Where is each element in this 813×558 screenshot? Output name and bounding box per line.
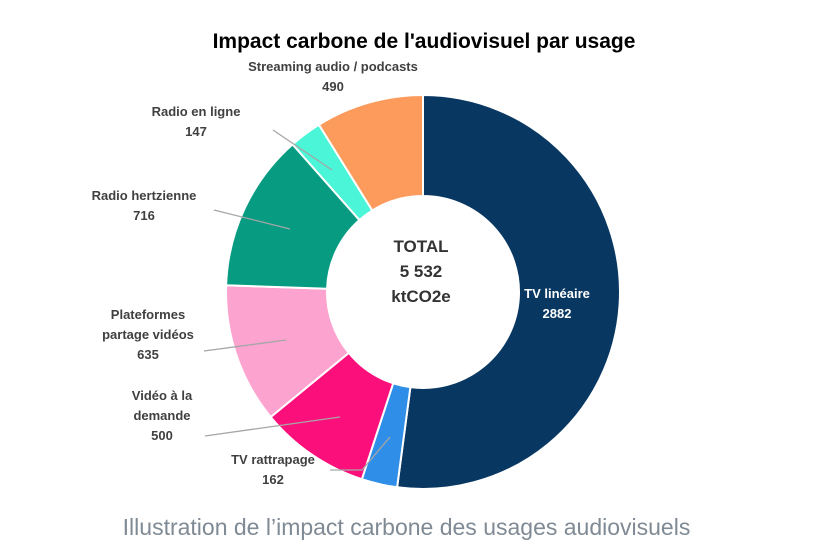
chart-title: Impact carbone de l'audiovisuel par usag… [213,30,636,53]
center-label-unit: ktCO2e [391,287,451,306]
leader-lines-group [203,129,391,471]
data-label-value-radio-en-ligne: 147 [185,124,207,139]
data-label-name-video-a-la-demande: Vidéo à la [132,388,193,403]
slices-group [225,93,621,490]
donut-chart: Impact carbone de l'audiovisuel par usag… [92,30,636,490]
data-label-name-streaming-audio-podcasts: Streaming audio / podcasts [248,59,418,74]
data-label-name-plateformes-partage-videos: Plateformes [111,307,185,322]
data-label-name-tv-rattrapage: TV rattrapage [231,452,315,467]
center-label-value: 5 532 [400,262,443,281]
data-label-name-tv-lineaire: TV linéaire [524,286,590,301]
data-label-name-video-a-la-demande: demande [133,408,190,423]
slice-labels-group: TV linéaire 2882 TV rattrapage 162 Vidéo à l… [92,59,590,487]
data-label-value-streaming-audio-podcasts: 490 [322,79,344,94]
leader-line-plateformes-partage-videos [203,339,287,352]
data-label-name-radio-en-ligne: Radio en ligne [152,104,241,119]
data-label-value-tv-rattrapage: 162 [262,472,284,487]
data-label-value-plateformes-partage-videos: 635 [137,347,159,362]
data-label-value-tv-lineaire: 2882 [543,306,572,321]
center-label-group: TOTAL 5 532 ktCO2e [391,237,451,306]
figure-caption: Illustration de l’impact carbone des usa… [122,514,691,540]
leader-line-video-a-la-demande [204,416,341,437]
data-label-name-plateformes-partage-videos: partage vidéos [102,327,194,342]
leader-line-radio-hertzienne [213,209,291,230]
donut-chart-svg: Impact carbone de l'audiovisuel par usag… [92,30,636,490]
data-label-value-radio-hertzienne: 716 [133,208,155,223]
slice-tv-lineaire [395,93,621,490]
leader-line-tv-rattrapage [330,436,391,471]
data-label-name-radio-hertzienne: Radio hertzienne [92,188,197,203]
center-label-total: TOTAL [393,237,448,256]
slice-streaming-audio-podcasts [317,93,424,212]
data-label-value-video-a-la-demande: 500 [151,428,173,443]
leader-line-radio-en-ligne [272,129,333,171]
